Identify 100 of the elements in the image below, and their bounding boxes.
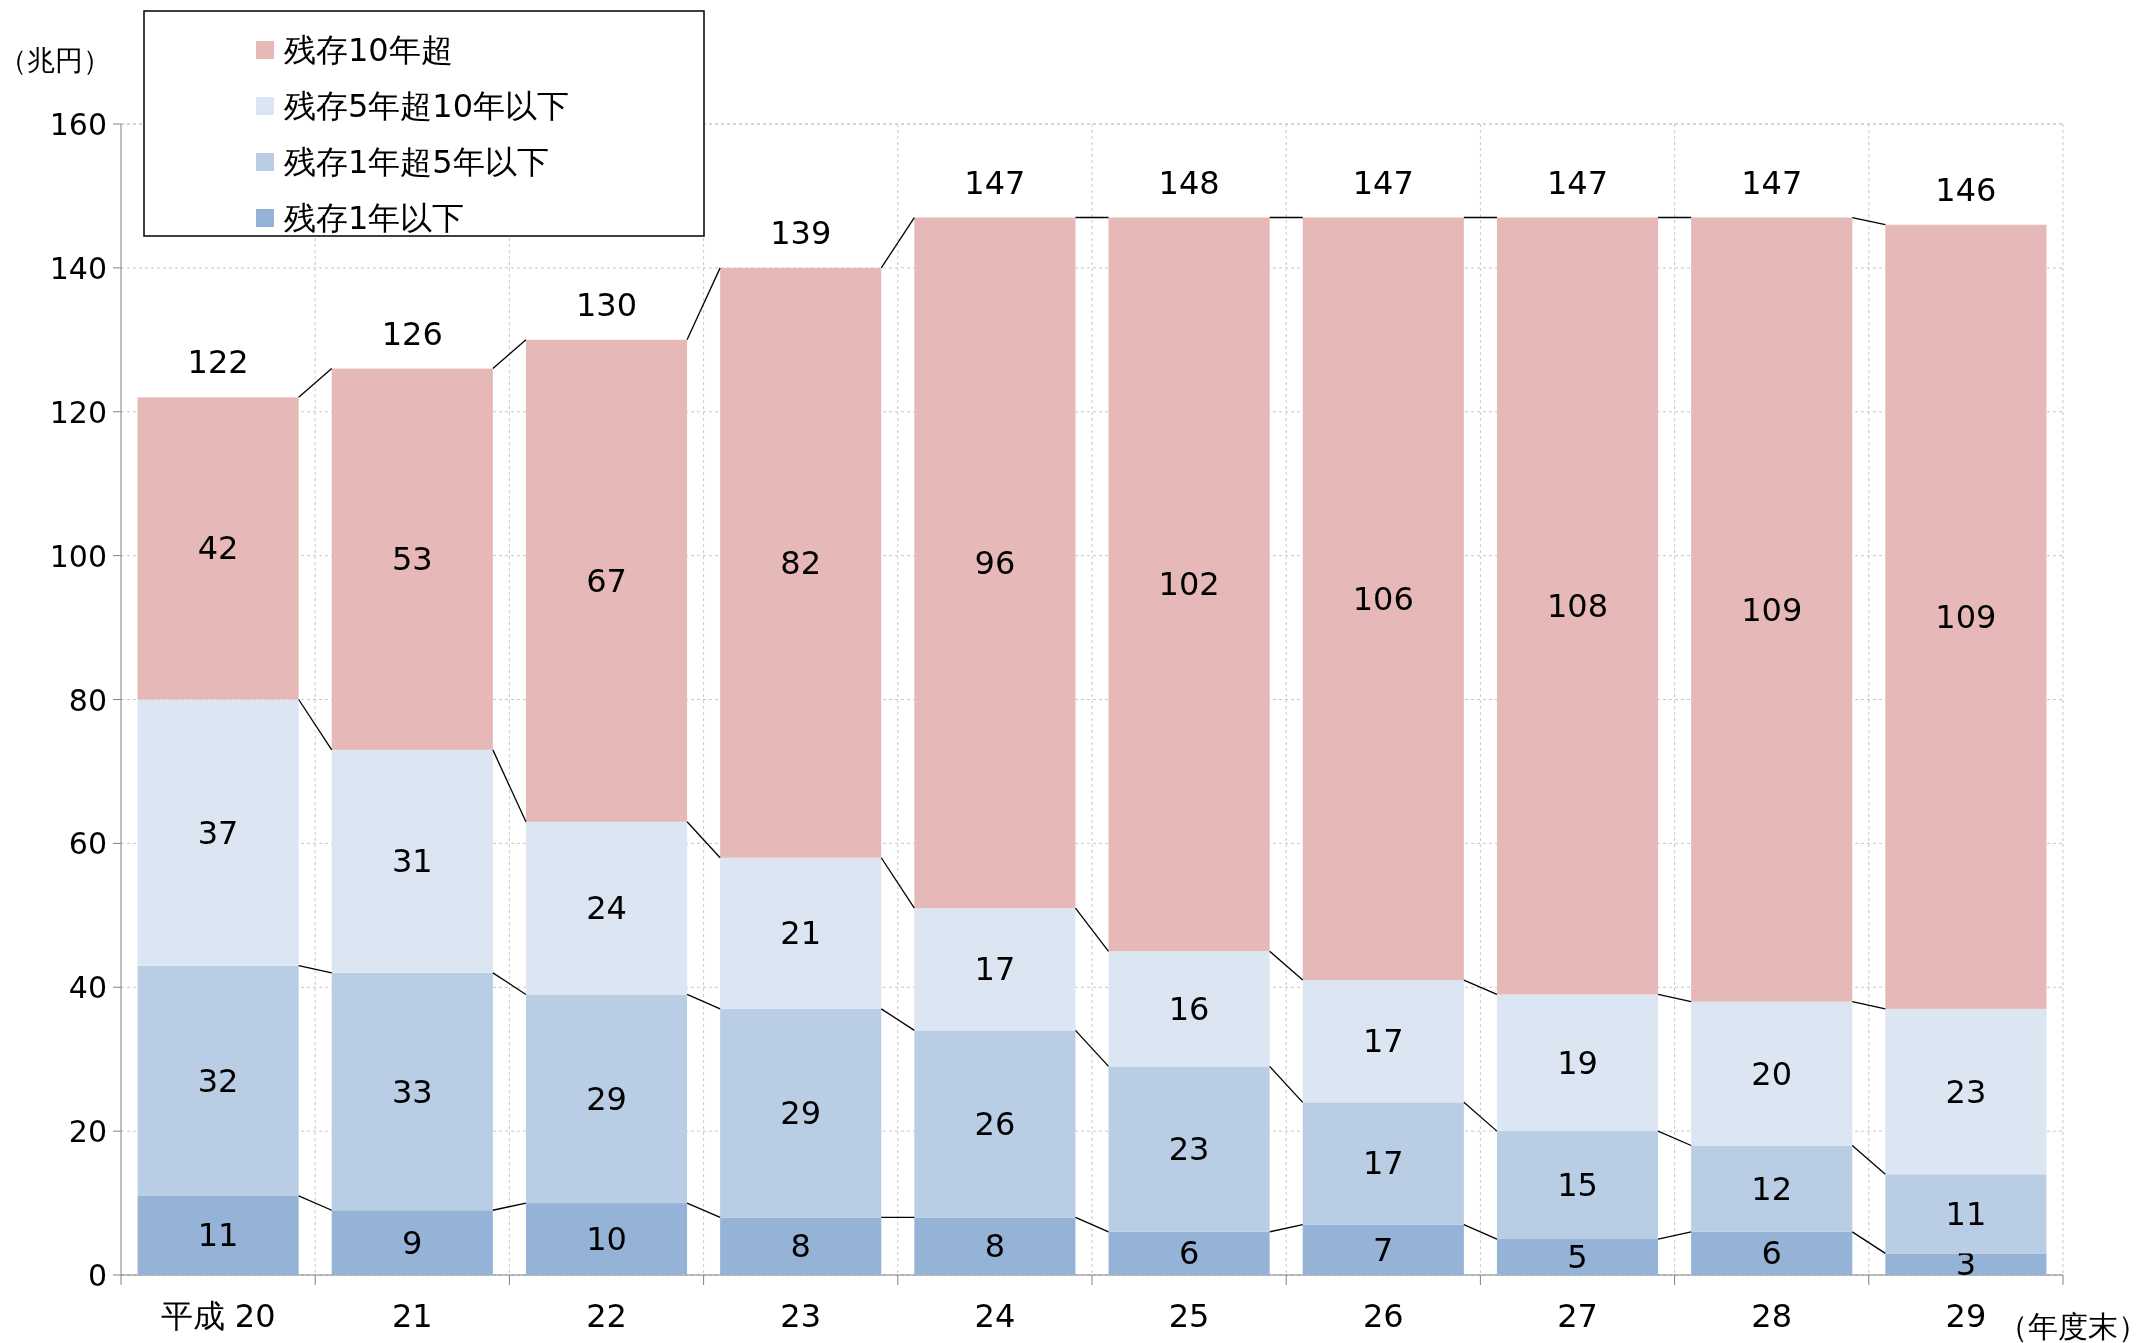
x-tick-label: 25 bbox=[1168, 1297, 1210, 1335]
bar bbox=[1302, 980, 1464, 1103]
bar bbox=[331, 972, 493, 1211]
bar bbox=[1302, 1102, 1464, 1225]
total-label: 122 bbox=[187, 343, 249, 382]
data-label: 8 bbox=[790, 1227, 811, 1266]
bar bbox=[1885, 224, 2047, 1009]
data-label: 29 bbox=[780, 1094, 822, 1133]
data-label: 9 bbox=[402, 1223, 423, 1262]
data-label: 16 bbox=[1168, 989, 1210, 1028]
x-tick-label: 29 bbox=[1945, 1297, 1987, 1335]
data-label: 37 bbox=[197, 813, 239, 852]
data-label: 19 bbox=[1557, 1043, 1598, 1082]
bar bbox=[331, 368, 493, 750]
bar bbox=[137, 699, 299, 966]
y-tick-label: 160 bbox=[49, 107, 107, 142]
x-tick-label: 27 bbox=[1557, 1297, 1598, 1335]
bar bbox=[1885, 1253, 2047, 1275]
x-tick-label: 28 bbox=[1751, 1297, 1793, 1335]
data-label: 67 bbox=[586, 561, 627, 600]
total-label: 147 bbox=[1352, 163, 1414, 202]
data-label: 6 bbox=[1178, 1234, 1200, 1273]
bar bbox=[914, 217, 1076, 909]
y-tick-label: 60 bbox=[68, 826, 107, 862]
data-label: 108 bbox=[1546, 586, 1609, 625]
bar bbox=[1108, 951, 1270, 1067]
y-tick-label: 0 bbox=[87, 1258, 107, 1293]
data-label: 96 bbox=[974, 543, 1016, 582]
y-tick-label: 100 bbox=[49, 538, 107, 574]
x-tick-label: 26 bbox=[1362, 1297, 1404, 1335]
bar bbox=[525, 994, 688, 1204]
bar bbox=[331, 749, 493, 973]
bar bbox=[1108, 1066, 1270, 1232]
x-tick-label: 21 bbox=[391, 1297, 433, 1335]
bar bbox=[1885, 1174, 2047, 1254]
bar bbox=[1691, 1231, 1853, 1275]
data-label: 109 bbox=[1741, 590, 1803, 629]
legend-label: 残存1年超5年以下 bbox=[284, 143, 549, 181]
bar bbox=[137, 965, 299, 1196]
data-label: 17 bbox=[1362, 1022, 1404, 1061]
bar bbox=[914, 1217, 1076, 1275]
data-label: 31 bbox=[391, 842, 433, 881]
bar bbox=[1691, 1145, 1853, 1232]
bar bbox=[525, 821, 688, 995]
data-label: 102 bbox=[1158, 565, 1220, 604]
bar bbox=[720, 267, 882, 858]
bar bbox=[720, 1008, 882, 1218]
data-label: 11 bbox=[1945, 1194, 1987, 1233]
bar bbox=[1302, 1224, 1464, 1275]
data-label: 7 bbox=[1373, 1230, 1394, 1269]
bar bbox=[914, 1030, 1076, 1218]
bar bbox=[1496, 217, 1659, 995]
data-label: 17 bbox=[974, 950, 1016, 989]
data-label: 15 bbox=[1557, 1166, 1598, 1205]
data-label: 21 bbox=[780, 914, 822, 953]
total-label: 146 bbox=[1935, 170, 1997, 209]
data-label: 109 bbox=[1935, 597, 1997, 636]
data-label: 42 bbox=[197, 529, 239, 568]
bar bbox=[1108, 217, 1270, 952]
data-label: 32 bbox=[197, 1061, 239, 1100]
data-label: 10 bbox=[586, 1220, 627, 1259]
data-label: 23 bbox=[1945, 1072, 1987, 1111]
data-label: 3 bbox=[1955, 1245, 1977, 1284]
bar bbox=[1496, 994, 1659, 1132]
total-label: 147 bbox=[1741, 163, 1803, 202]
legend-label: 残存1年以下 bbox=[284, 199, 465, 237]
total-label: 147 bbox=[1546, 163, 1609, 202]
bar bbox=[1691, 1001, 1853, 1146]
total-label: 126 bbox=[381, 314, 443, 353]
y-tick-label: 140 bbox=[49, 250, 107, 286]
x-tick-label: 23 bbox=[780, 1297, 822, 1335]
bar bbox=[720, 1217, 882, 1275]
data-label: 11 bbox=[197, 1216, 239, 1255]
bar bbox=[525, 1203, 688, 1275]
x-tick-label: 平成 20 bbox=[160, 1297, 276, 1335]
data-label: 82 bbox=[780, 543, 822, 582]
bar bbox=[137, 397, 299, 700]
bar bbox=[1691, 217, 1853, 1002]
data-label: 53 bbox=[391, 540, 433, 579]
x-tick-label: 22 bbox=[586, 1297, 627, 1335]
data-label: 20 bbox=[1751, 1054, 1793, 1093]
y-tick-label: 120 bbox=[49, 394, 107, 430]
data-label: 12 bbox=[1751, 1169, 1793, 1208]
total-label: 147 bbox=[964, 163, 1026, 202]
bar bbox=[914, 908, 1076, 1031]
total-label: 148 bbox=[1158, 163, 1220, 202]
data-label: 29 bbox=[586, 1079, 627, 1118]
bar bbox=[1496, 1131, 1659, 1240]
y-tick-label: 40 bbox=[68, 970, 107, 1006]
y-axis-title: （兆円） bbox=[0, 44, 111, 77]
bar bbox=[720, 857, 882, 1009]
bar bbox=[137, 1195, 299, 1275]
legend-label: 残存5年超10年以下 bbox=[284, 87, 570, 125]
data-label: 6 bbox=[1761, 1234, 1782, 1273]
y-tick-label: 20 bbox=[68, 1114, 107, 1150]
y-tick-label: 80 bbox=[68, 682, 107, 718]
bar bbox=[1108, 1231, 1270, 1275]
data-label: 106 bbox=[1352, 579, 1414, 618]
bar bbox=[1885, 1008, 2047, 1175]
data-label: 24 bbox=[586, 889, 627, 928]
